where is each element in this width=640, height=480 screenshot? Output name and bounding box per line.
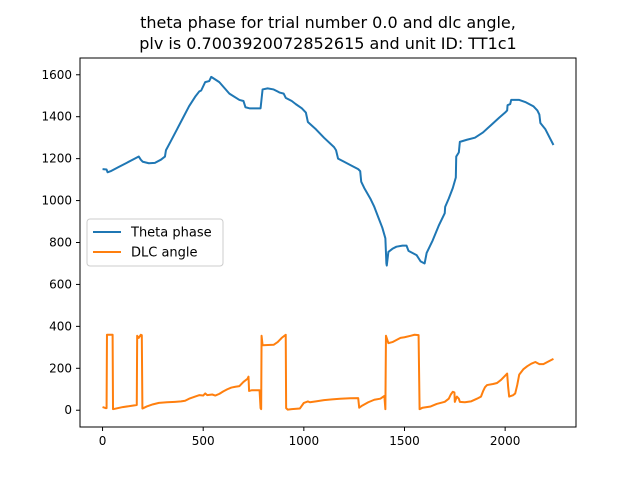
plot-lines	[102, 75, 555, 411]
legend-label-dlc-angle: DLC angle	[131, 246, 198, 261]
chart-title-line-1: theta phase for trial number 0.0 and dlc…	[140, 13, 516, 32]
y-tick-label: 1600	[41, 68, 72, 82]
legend-label-theta-phase: Theta phase	[130, 226, 212, 241]
x-axis: 0 500 1000 1500 2000	[99, 427, 521, 448]
y-tick-label: 0	[64, 403, 72, 417]
x-tick-label: 1500	[389, 434, 420, 448]
legend-box	[86, 218, 224, 267]
x-tick-label: 0	[99, 434, 107, 448]
x-tick-label: 500	[192, 434, 215, 448]
chart-title-line-2: plv is 0.7003920072852615 and unit ID: T…	[139, 34, 516, 53]
y-tick-label: 1400	[41, 110, 72, 124]
y-tick-label: 400	[49, 319, 72, 333]
y-tick-label: 1200	[41, 152, 72, 166]
x-tick-label: 1000	[289, 434, 320, 448]
series-line-theta-phase	[102, 75, 555, 267]
y-tick-label: 1000	[41, 194, 72, 208]
y-tick-label: 200	[49, 361, 72, 375]
y-axis: 0 200 400 600 800 1000 1200 1400 1600	[41, 68, 80, 417]
series-line-dlc-angle	[102, 333, 554, 411]
x-tick-label: 2000	[490, 434, 521, 448]
y-tick-label: 600	[49, 277, 72, 291]
legend: Theta phase DLC angle	[86, 218, 224, 267]
y-tick-label: 800	[49, 236, 72, 250]
